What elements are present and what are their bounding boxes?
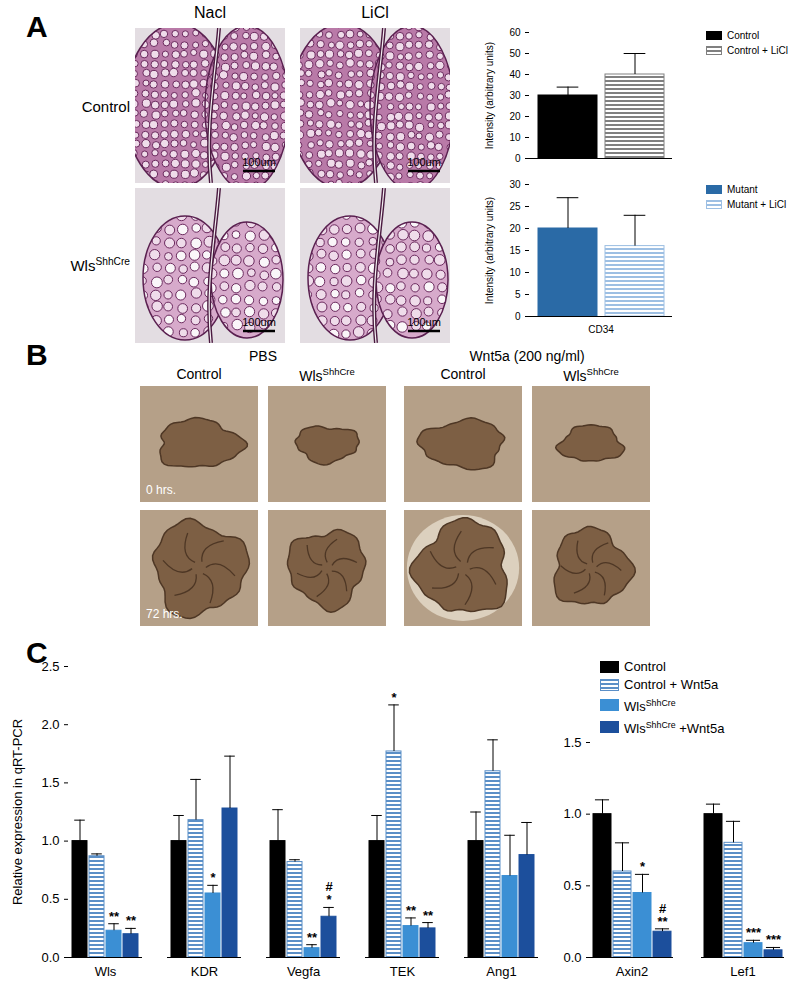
- svg-text:10: 10: [509, 132, 521, 143]
- svg-text:***: ***: [746, 925, 762, 940]
- svg-text:Intensity (arbitrary units): Intensity (arbitrary units): [484, 197, 495, 304]
- svg-text:60: 60: [509, 27, 521, 38]
- svg-text:10: 10: [509, 267, 521, 278]
- svg-text:0.0: 0.0: [41, 950, 59, 965]
- svg-text:1.0: 1.0: [563, 806, 581, 821]
- svg-text:1.5: 1.5: [563, 735, 581, 750]
- html-text:Wnt5a (200 ng/ml): Wnt5a (200 ng/ml): [469, 348, 585, 364]
- html-text:Control: Control: [727, 30, 760, 41]
- svg-text:**: **: [126, 913, 137, 928]
- svg-text:2.5: 2.5: [41, 659, 59, 674]
- svg-text:72 hrs.: 72 hrs.: [146, 607, 183, 621]
- svg-text:2.0: 2.0: [41, 717, 59, 732]
- html-text:C: C: [26, 636, 48, 669]
- html-text:Control: Control: [176, 366, 222, 382]
- svg-text:KDR: KDR: [191, 964, 218, 979]
- html-text:Mutant: Mutant: [727, 184, 758, 195]
- svg-text:CD34: CD34: [588, 324, 614, 335]
- html-text:WlsShhCre+Wnt5a: WlsShhCre+Wnt5a: [624, 720, 725, 737]
- svg-text:***: ***: [766, 932, 782, 947]
- svg-text:30: 30: [509, 179, 521, 190]
- svg-text:0.5: 0.5: [563, 878, 581, 893]
- svg-text:100um: 100um: [242, 316, 276, 328]
- html-text:Control: Control: [81, 98, 130, 115]
- svg-text:20: 20: [509, 223, 521, 234]
- svg-text:5: 5: [515, 289, 521, 300]
- svg-text:*: *: [210, 870, 216, 885]
- svg-text:100um: 100um: [407, 316, 441, 328]
- html-text:Control: Control: [440, 366, 486, 382]
- html-text:Nacl: Nacl: [194, 4, 226, 21]
- svg-text:0: 0: [515, 311, 521, 322]
- html-text:PBS: PBS: [249, 348, 277, 364]
- svg-text:30: 30: [509, 90, 521, 101]
- svg-text:**: **: [423, 908, 434, 923]
- html-text:WlsShhCre: WlsShhCre: [624, 698, 676, 715]
- svg-text:0.0: 0.0: [563, 950, 581, 965]
- svg-text:Wls: Wls: [95, 964, 117, 979]
- svg-text:**: **: [109, 909, 120, 924]
- html-text:Control: Control: [624, 659, 666, 674]
- svg-text:1.0: 1.0: [41, 833, 59, 848]
- svg-text:Vegfa: Vegfa: [287, 964, 321, 979]
- html-text:WlsShhCre: WlsShhCre: [70, 256, 130, 274]
- svg-text:100um: 100um: [407, 156, 441, 168]
- html-text:B: B: [26, 338, 48, 371]
- svg-text:#*: #*: [325, 879, 333, 907]
- html-text:A: A: [26, 10, 48, 43]
- svg-text:40: 40: [509, 69, 521, 80]
- svg-text:Lef1: Lef1: [730, 964, 755, 979]
- svg-text:Ang1: Ang1: [486, 964, 516, 979]
- svg-text:TEK: TEK: [390, 964, 416, 979]
- html-text:LiCl: LiCl: [361, 4, 389, 21]
- svg-text:15: 15: [509, 245, 521, 256]
- svg-text:#**: #**: [657, 901, 668, 929]
- html-text:WlsShhCre: WlsShhCre: [563, 366, 619, 384]
- svg-text:*: *: [640, 859, 646, 874]
- svg-text:20: 20: [509, 111, 521, 122]
- svg-text:**: **: [307, 930, 318, 945]
- svg-text:50: 50: [509, 48, 521, 59]
- svg-text:100um: 100um: [242, 156, 276, 168]
- svg-text:Intensity (arbitrary units): Intensity (arbitrary units): [484, 42, 495, 149]
- svg-text:Axin2: Axin2: [616, 964, 649, 979]
- svg-text:0: 0: [515, 153, 521, 164]
- html-text:Control + Wnt5a: Control + Wnt5a: [624, 677, 719, 692]
- html-text:WlsShhCre: WlsShhCre: [299, 366, 355, 384]
- svg-text:Relative expression in qRT-PCR: Relative expression in qRT-PCR: [10, 719, 25, 905]
- svg-text:*: *: [391, 690, 397, 705]
- svg-text:0 hrs.: 0 hrs.: [146, 483, 176, 497]
- html-text:Mutant + LiCl: Mutant + LiCl: [727, 199, 787, 210]
- svg-text:0.5: 0.5: [41, 891, 59, 906]
- svg-text:25: 25: [509, 201, 521, 212]
- svg-text:**: **: [406, 903, 417, 918]
- html-text:Control + LiCl: Control + LiCl: [727, 45, 788, 56]
- svg-text:1.5: 1.5: [41, 775, 59, 790]
